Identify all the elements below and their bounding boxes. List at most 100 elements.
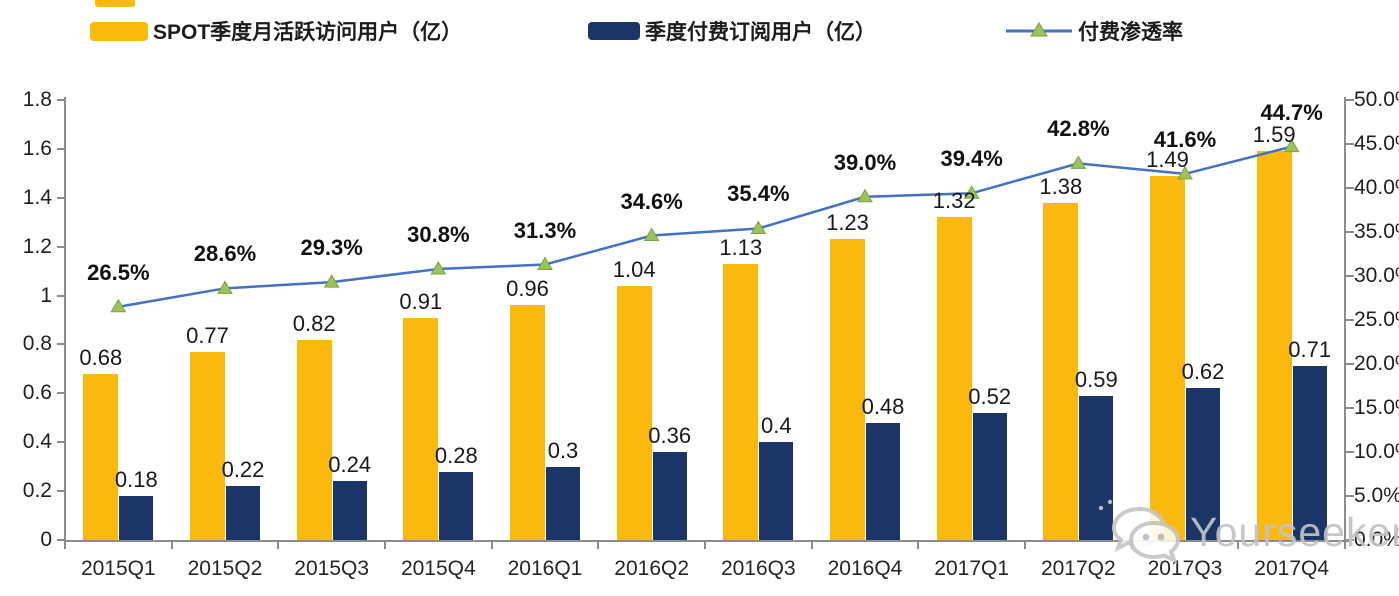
left-axis-tick: [57, 539, 65, 541]
x-axis-label: 2016Q3: [720, 557, 796, 580]
subs-value-label: 0.48: [861, 393, 905, 419]
left-axis-tick-label: 0.8: [22, 332, 52, 356]
bar-subs: [1292, 366, 1327, 540]
right-axis-tick: [1346, 99, 1354, 101]
triangle-marker: [1070, 155, 1087, 169]
right-axis-tick-label: 15.0%: [1354, 396, 1399, 419]
mau-legend-swatch: [90, 21, 148, 41]
bar-mau: [723, 263, 759, 540]
bar-mau: [83, 373, 119, 540]
bar-mau: [510, 305, 545, 540]
bar-subs: [546, 466, 580, 540]
penetration-pct-label: 30.8%: [407, 221, 470, 247]
x-axis-tick: [277, 542, 280, 549]
left-axis-tick: [57, 441, 65, 444]
subs-legend-swatch: [588, 22, 640, 40]
bar-subs: [119, 496, 154, 540]
right-axis-tick: [1346, 495, 1354, 497]
left-axis-tick-label: 0.2: [22, 479, 52, 503]
x-axis-label: 2015Q1: [80, 557, 156, 580]
x-axis-tick: [597, 542, 600, 549]
bar-subs: [1079, 395, 1114, 540]
left-axis-tick-label: 0: [40, 528, 52, 551]
subs-value-label: 0.24: [328, 452, 372, 478]
x-axis-tick: [704, 542, 706, 549]
subs-legend-label: 季度付费订阅用户（亿）: [645, 21, 876, 44]
x-axis-label: 2016Q1: [507, 557, 583, 580]
bubble-eye: [1142, 533, 1150, 541]
bar-mau: [190, 351, 225, 540]
penetration-pct-label: 35.4%: [727, 181, 790, 207]
bar-mau: [296, 339, 332, 540]
subs-value-label: 0.52: [968, 383, 1012, 409]
left-axis-tick: [57, 294, 65, 297]
left-axis-tick-label: 1.2: [22, 234, 52, 258]
line-marker-icon: [1006, 22, 1072, 37]
triangle-marker: [110, 298, 127, 313]
right-axis-tick: [1346, 143, 1354, 145]
mau-value-label: 0.68: [79, 344, 123, 370]
triangle-marker: [750, 220, 767, 234]
mau-value-label: 0.91: [399, 288, 443, 314]
x-axis-tick: [1237, 542, 1240, 549]
penetration-pct-label: 26.5%: [87, 259, 150, 285]
subs-value-label: 0.18: [114, 467, 158, 492]
penetration-legend-label: 付费渗透率: [1078, 21, 1183, 44]
right-axis-line: [1344, 97, 1346, 542]
right-axis-tick: [1346, 187, 1354, 189]
x-axis-label: 2016Q4: [827, 557, 903, 580]
penetration-pct-label: 34.6%: [620, 188, 683, 214]
subs-value-label: 0.4: [761, 413, 792, 439]
penetration-line: [118, 145, 1292, 309]
mau-value-label: 1.13: [719, 234, 763, 260]
right-axis-tick-label: 25.0%: [1354, 308, 1399, 331]
x-axis-label: 2015Q4: [400, 557, 476, 580]
right-axis-tick-label: 35.0%: [1354, 220, 1399, 243]
penetration-pct-label: 39.0%: [833, 149, 897, 175]
bar-mau: [936, 217, 972, 540]
right-axis-tick: [1346, 231, 1354, 233]
left-axis-tick: [57, 196, 65, 199]
right-axis-tick: [1346, 407, 1354, 409]
left-axis-tick-label: 0.6: [22, 381, 52, 405]
subs-value-label: 0.36: [648, 423, 692, 448]
right-axis-tick-label: 30.0%: [1354, 264, 1399, 287]
bar-subs: [759, 442, 794, 540]
x-axis-tick: [1024, 542, 1026, 549]
x-axis-tick: [1344, 542, 1346, 549]
right-axis-tick-label: 0.0%: [1354, 528, 1399, 551]
x-axis-label: 2017Q1: [934, 557, 1010, 580]
bar-subs: [226, 486, 260, 540]
watermark-text: Yourseeker: [1190, 508, 1399, 555]
x-axis-label: 2015Q3: [294, 557, 370, 580]
triangle-marker: [323, 274, 340, 288]
penetration-pct-label: 31.3%: [513, 217, 577, 243]
mau-value-label: 1.59: [1252, 122, 1296, 148]
subs-value-label: 0.28: [434, 442, 478, 468]
mau-value-label: 1.32: [932, 188, 976, 214]
big-bubble: [1128, 520, 1181, 564]
legend-item-mau: SPOT季度月活跃访问用户（亿）: [90, 16, 462, 46]
subs-value-label: 0.62: [1181, 359, 1225, 385]
penetration-pct-label: 28.6%: [193, 241, 257, 267]
right-axis-tick-label: 20.0%: [1354, 352, 1399, 375]
subs-value-label: 0.71: [1288, 337, 1332, 363]
mau-value-label: 0.96: [506, 276, 549, 302]
right-axis-tick: [1346, 451, 1354, 453]
mau-value-label: 0.82: [292, 310, 336, 336]
left-axis-tick: [57, 245, 65, 248]
bar-subs: [866, 422, 900, 540]
right-axis-tick: [1346, 275, 1354, 277]
right-axis-tick-label: 45.0%: [1354, 132, 1399, 155]
bar-subs: [439, 471, 474, 540]
legend-item-subs: 季度付费订阅用户（亿）: [588, 16, 876, 46]
subs-value-label: 0.22: [221, 457, 265, 483]
bar-mau: [1150, 175, 1185, 540]
x-axis-label: 2017Q4: [1254, 557, 1330, 580]
triangle-marker: [430, 260, 447, 275]
mau-value-label: 1.49: [1146, 146, 1189, 172]
left-axis-tick: [57, 392, 65, 395]
triangle-marker: [643, 227, 660, 242]
penetration-pct-label: 41.6%: [1153, 126, 1217, 152]
triangle-marker: [537, 256, 553, 271]
